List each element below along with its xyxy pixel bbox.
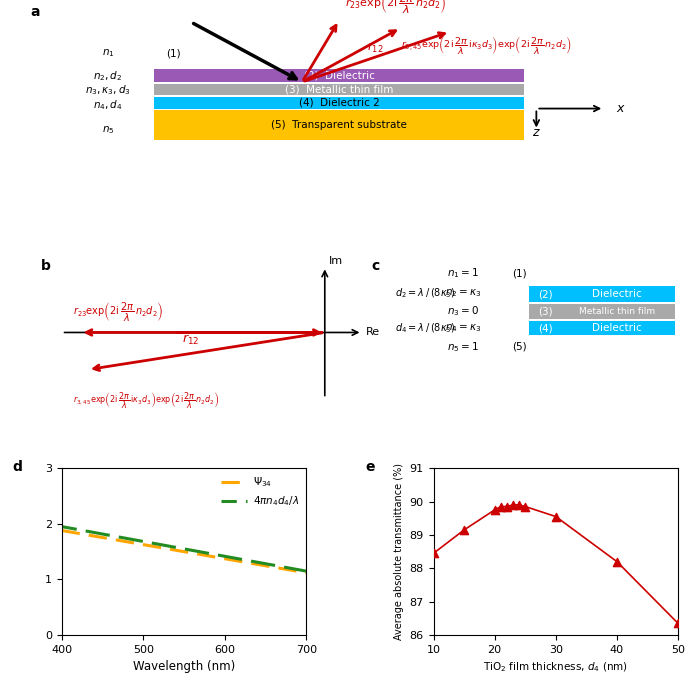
Point bbox=[550, 511, 561, 522]
$\Psi_{34}$ bbox=[279, 565, 288, 573]
Line: $4\pi n_4 d_4/\lambda$: $4\pi n_4 d_4/\lambda$ bbox=[62, 526, 306, 571]
Text: $n_5 = 1$: $n_5 = 1$ bbox=[447, 340, 479, 354]
Text: (3): (3) bbox=[538, 306, 552, 317]
Text: e: e bbox=[365, 460, 375, 474]
Point bbox=[514, 499, 525, 510]
Text: $n_1$: $n_1$ bbox=[101, 47, 114, 59]
Text: $r_{12}$: $r_{12}$ bbox=[182, 333, 199, 347]
Bar bbox=[530, 321, 675, 335]
Text: $r_{23}\exp\!\left(2\mathrm{i}\,\dfrac{2\pi}{\lambda}\,n_2d_2\right)$: $r_{23}\exp\!\left(2\mathrm{i}\,\dfrac{2… bbox=[345, 0, 447, 17]
Text: (4): (4) bbox=[538, 323, 552, 333]
Text: $d_2 = \lambda\,/\,(8\kappa_3)$: $d_2 = \lambda\,/\,(8\kappa_3)$ bbox=[395, 287, 455, 300]
Point bbox=[520, 501, 531, 512]
Bar bbox=[154, 110, 524, 140]
$\Psi_{34}$ bbox=[203, 551, 212, 560]
Text: a: a bbox=[31, 5, 40, 19]
Text: $r_{12}$: $r_{12}$ bbox=[367, 40, 384, 54]
Text: Re: Re bbox=[366, 327, 380, 337]
Text: $n_2 = \kappa_3$: $n_2 = \kappa_3$ bbox=[445, 288, 482, 299]
Legend: $\Psi_{34}$, $4\pi n_4 d_4/\lambda$: $\Psi_{34}$, $4\pi n_4 d_4/\lambda$ bbox=[219, 473, 301, 510]
$\Psi_{34}$ bbox=[302, 569, 310, 577]
Line: $\Psi_{34}$: $\Psi_{34}$ bbox=[62, 530, 306, 573]
$\Psi_{34}$ bbox=[58, 526, 66, 535]
Bar bbox=[154, 84, 524, 95]
Point bbox=[501, 501, 512, 512]
X-axis label: TiO$_2$ film thickness, $d_4$ (nm): TiO$_2$ film thickness, $d_4$ (nm) bbox=[484, 660, 628, 674]
Text: $r_{3,45}\exp\!\left(2\mathrm{i}\,\dfrac{2\pi}{\lambda}\,\mathrm{i}\kappa_3 d_3\: $r_{3,45}\exp\!\left(2\mathrm{i}\,\dfrac… bbox=[401, 34, 572, 56]
Text: (3)  Metallic thin film: (3) Metallic thin film bbox=[285, 84, 393, 94]
$4\pi n_4 d_4/\lambda$ bbox=[58, 522, 66, 530]
Text: $x$: $x$ bbox=[616, 102, 626, 115]
Bar bbox=[154, 68, 524, 82]
Text: (2): (2) bbox=[538, 289, 552, 299]
$\Psi_{34}$ bbox=[264, 562, 272, 570]
Text: Metallic thin film: Metallic thin film bbox=[579, 307, 655, 316]
Text: d: d bbox=[13, 460, 23, 474]
Text: $n_3 = 0$: $n_3 = 0$ bbox=[447, 304, 479, 318]
Text: (4)  Dielectric 2: (4) Dielectric 2 bbox=[299, 98, 379, 108]
Text: Dielectric: Dielectric bbox=[592, 289, 641, 299]
$4\pi n_4 d_4/\lambda$ bbox=[58, 523, 66, 531]
Point bbox=[612, 556, 623, 567]
Text: $z$: $z$ bbox=[532, 126, 540, 139]
$4\pi n_4 d_4/\lambda$ bbox=[203, 549, 212, 557]
Text: $n_1 = 1$: $n_1 = 1$ bbox=[447, 267, 479, 280]
Point bbox=[673, 618, 684, 629]
Bar bbox=[530, 304, 675, 319]
$4\pi n_4 d_4/\lambda$ bbox=[302, 567, 310, 575]
Text: $d_4 = \lambda\,/\,(8\kappa_3)$: $d_4 = \lambda\,/\,(8\kappa_3)$ bbox=[395, 321, 455, 335]
Text: $r_{23}\exp\!\left(2\mathrm{i}\,\dfrac{2\pi}{\lambda}\,n_2d_2\right)$: $r_{23}\exp\!\left(2\mathrm{i}\,\dfrac{2… bbox=[73, 302, 163, 325]
Text: (1): (1) bbox=[166, 48, 181, 59]
Bar bbox=[530, 286, 675, 302]
Text: (1): (1) bbox=[512, 268, 527, 279]
Bar bbox=[154, 97, 524, 109]
$\Psi_{34}$ bbox=[202, 551, 210, 560]
$\Psi_{34}$ bbox=[58, 526, 66, 535]
Text: c: c bbox=[372, 259, 380, 273]
$4\pi n_4 d_4/\lambda$ bbox=[264, 560, 272, 568]
Text: b: b bbox=[40, 259, 51, 273]
$\Psi_{34}$ bbox=[208, 552, 216, 560]
X-axis label: Wavelength (nm): Wavelength (nm) bbox=[133, 660, 235, 674]
Text: $n_4, d_4$: $n_4, d_4$ bbox=[93, 98, 123, 112]
Point bbox=[508, 499, 519, 510]
Text: (5)  Transparent substrate: (5) Transparent substrate bbox=[271, 120, 407, 130]
Text: Dielectric: Dielectric bbox=[592, 323, 641, 333]
Text: $n_3, \kappa_3, d_3$: $n_3, \kappa_3, d_3$ bbox=[85, 84, 131, 98]
Text: (5): (5) bbox=[512, 342, 527, 352]
Text: $r_{3,45}\exp\!\left(2\mathrm{i}\,\dfrac{2\pi}{\lambda}\,\mathrm{i}\kappa_3 d_3\: $r_{3,45}\exp\!\left(2\mathrm{i}\,\dfrac… bbox=[73, 390, 220, 410]
Text: (2)  Dielectric: (2) Dielectric bbox=[303, 70, 375, 80]
Text: $n_2, d_2$: $n_2, d_2$ bbox=[93, 69, 123, 83]
Text: $n_4 = \kappa_3$: $n_4 = \kappa_3$ bbox=[445, 322, 482, 334]
Point bbox=[495, 501, 506, 512]
$4\pi n_4 d_4/\lambda$ bbox=[279, 563, 288, 571]
$4\pi n_4 d_4/\lambda$ bbox=[208, 549, 216, 558]
Point bbox=[458, 524, 469, 535]
Text: Im: Im bbox=[329, 256, 342, 267]
Text: $n_5$: $n_5$ bbox=[101, 124, 114, 136]
Point bbox=[428, 548, 439, 559]
$4\pi n_4 d_4/\lambda$ bbox=[202, 549, 210, 557]
Y-axis label: Average absolute transmittance (%): Average absolute transmittance (%) bbox=[394, 463, 404, 640]
Point bbox=[489, 504, 500, 515]
